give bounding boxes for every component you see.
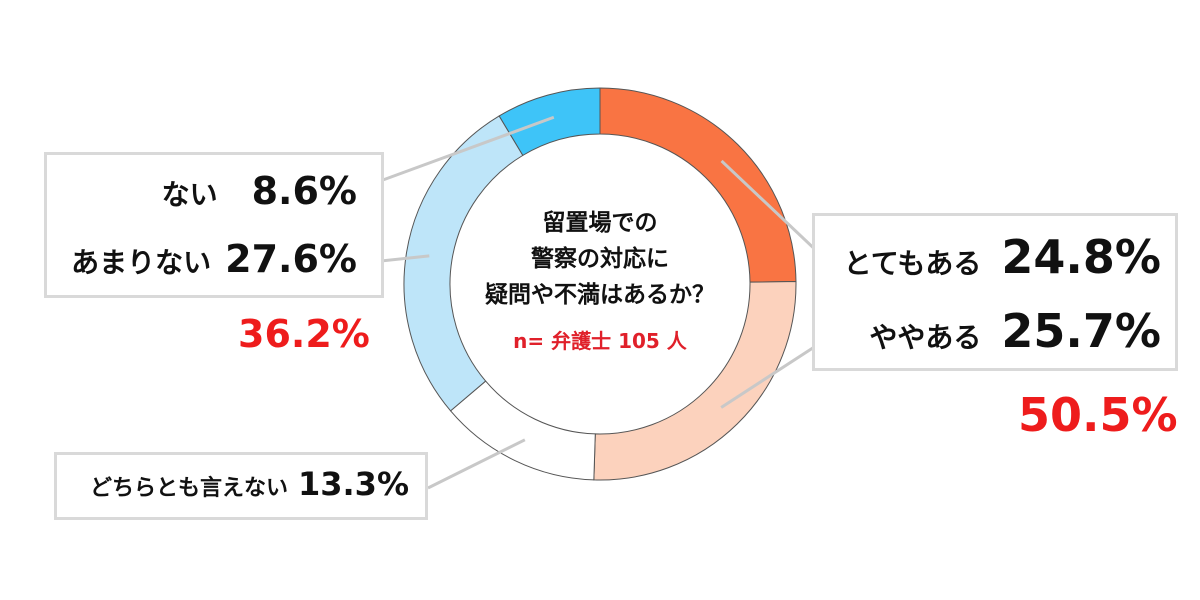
chart-title: 留置場での 警察の対応に 疑問や不満はあるか？ n= 弁護士 105 人 xyxy=(450,205,750,359)
slice-label: ない xyxy=(161,178,218,211)
leader-line xyxy=(720,340,823,409)
label-totemoaru: とてもある 24.8% xyxy=(844,230,1161,284)
label-nai: ない 8.6% xyxy=(162,169,357,213)
title-line: 警察の対応に xyxy=(531,246,669,272)
slice-value: 25.7% xyxy=(1001,304,1161,358)
slice-value: 24.8% xyxy=(1001,230,1161,284)
leader-line xyxy=(371,115,555,186)
title-line: 留置場での xyxy=(542,210,658,236)
slice-label: どちらとも言えない xyxy=(89,476,288,501)
negative-total: 36.2% xyxy=(238,312,370,356)
slice-label: ややある xyxy=(869,321,982,354)
leader-line xyxy=(720,159,824,258)
leader-line xyxy=(427,438,526,490)
label-amarinai: あまりない 27.6% xyxy=(71,237,357,281)
slice-label: あまりない xyxy=(71,246,212,279)
label-box-positive: とてもある 24.8% ややある 25.7% xyxy=(812,213,1178,371)
label-box-negative: ない 8.6% あまりない 27.6% xyxy=(44,152,384,298)
slice-value: 8.6% xyxy=(251,169,357,213)
label-dochiratomo: どちらとも言えない 13.3% xyxy=(90,465,409,503)
donut-slice xyxy=(498,87,601,157)
label-yayaaru: ややある 25.7% xyxy=(869,304,1161,358)
title-line: 疑問や不満はあるか？ xyxy=(485,282,715,308)
sample-size: n= 弁護士 105 人 xyxy=(513,329,687,353)
slice-value: 27.6% xyxy=(225,237,357,281)
slice-label: とてもある xyxy=(843,247,982,280)
positive-total: 50.5% xyxy=(1018,388,1178,442)
slice-value: 13.3% xyxy=(297,465,409,503)
label-box-neutral: どちらとも言えない 13.3% xyxy=(54,452,428,520)
